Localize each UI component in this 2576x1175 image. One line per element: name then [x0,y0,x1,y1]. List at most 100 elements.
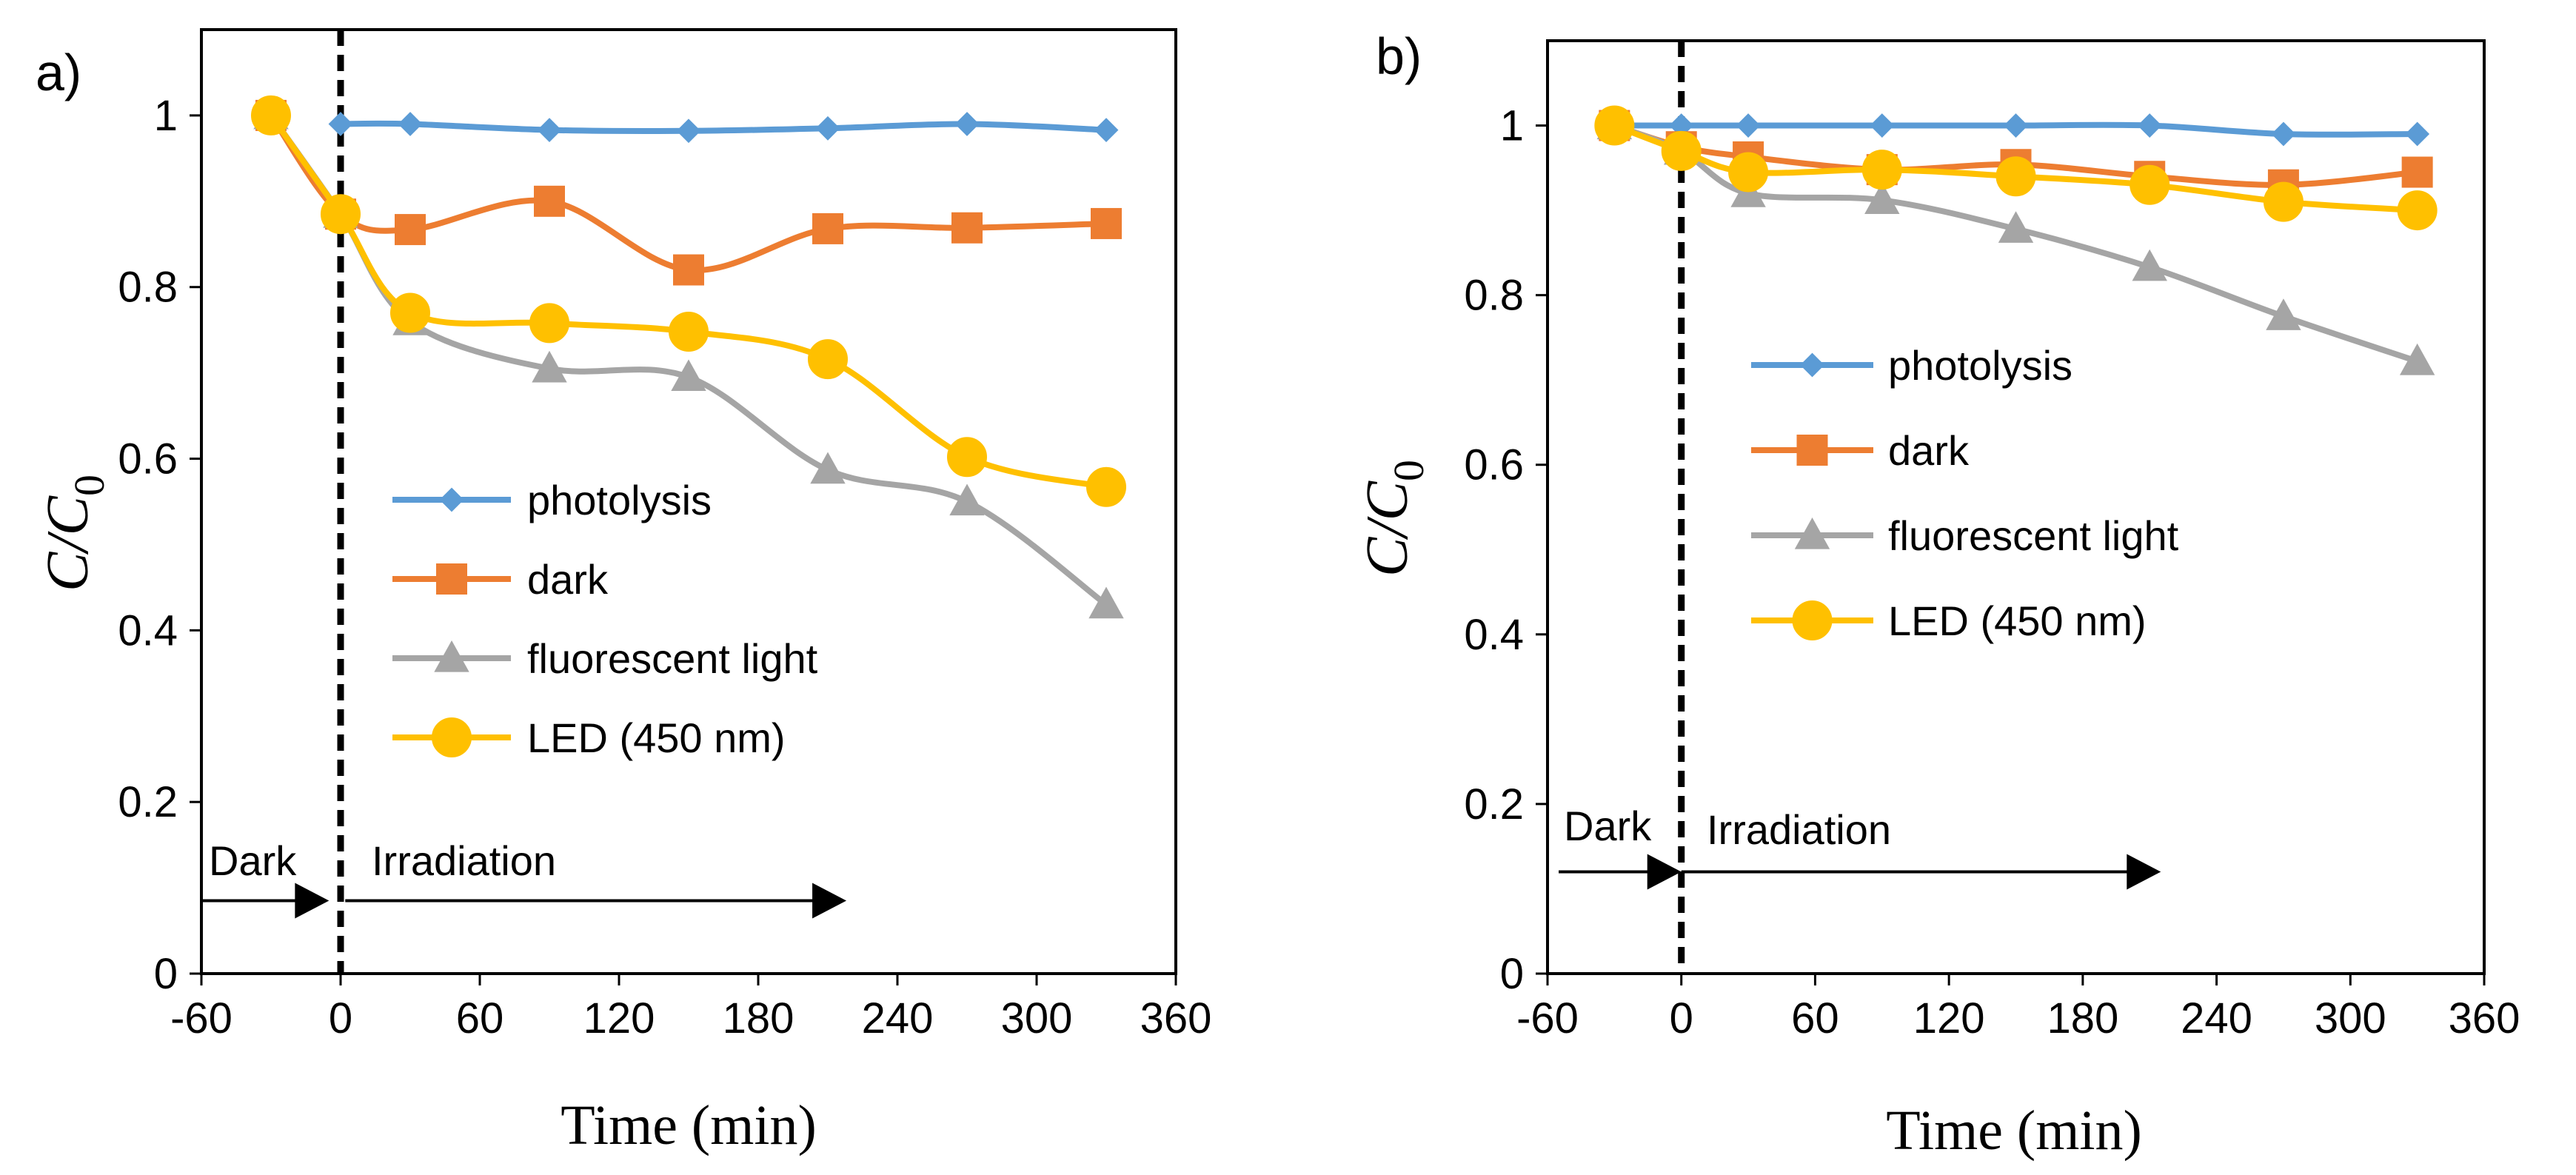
data-point-led-450-nm [2263,181,2304,222]
data-point-photolysis [954,112,980,136]
y-tick-label: 0 [1500,950,1524,998]
data-point-dark [673,254,704,286]
x-tick-label: 60 [1791,994,1839,1042]
data-point-led-450-nm [1594,105,1635,146]
legend-a: photolysis dark fluorescent light LED (450 … [392,477,818,761]
y-tick-label: 0.2 [1464,780,1524,828]
panel-label-a: a) [36,44,81,101]
x-axis-label-b: Time (min) [1886,1099,2142,1162]
x-tick-label: 120 [583,994,655,1042]
data-point-fluorescent-light [1864,182,1900,214]
plot-area-b [1546,39,2486,975]
y-ticks-b: 0 0.2 0.4 0.6 0.8 1 [1464,102,1548,998]
data-point-dark [812,212,843,244]
x-tick-label: -60 [1516,994,1579,1042]
y-axis-label-b: C/C0 [1355,460,1433,577]
legend-swatch-marker-led-450-nm [1792,600,1833,640]
legend-swatch-marker-fluorescent-light [434,640,469,672]
y-axis-label-sub-a: 0 [65,475,113,496]
legend-b: photolysis dark fluorescent light LED (450 … [1751,342,2179,644]
data-point-photolysis [398,112,423,136]
data-point-dark [534,185,565,217]
data-point-fluorescent-light [2132,249,2167,281]
legend-label-photolysis: photolysis [527,477,712,523]
data-point-led-450-nm [669,312,709,352]
legend-swatch-marker-dark [436,563,467,595]
x-ticks-a: -60 0 60 120 180 240 300 360 [170,974,1211,1042]
x-tick-label: 240 [862,994,934,1042]
data-point-led-450-nm [2130,164,2170,205]
data-point-fluorescent-light [2266,298,2301,330]
data-point-led-450-nm [390,292,430,333]
y-tick-label: 0.4 [118,606,178,655]
legend-label-led-450-nm: LED (450 nm) [1888,597,2147,644]
data-point-photolysis [1736,113,1761,138]
data-point-photolysis [328,112,353,136]
dark-label-a: Dark [209,837,297,884]
y-tick-label: 0.6 [118,435,178,483]
y-tick-label: 0.8 [1464,272,1524,320]
series-group-b [1594,105,2438,375]
data-point-fluorescent-light [949,483,985,516]
legend-label-photolysis: photolysis [1888,342,2072,389]
y-tick-label: 0.8 [118,264,178,312]
dark-arrow [1559,854,1682,890]
legend-swatch-marker-dark [1796,435,1828,466]
data-point-photolysis [2004,113,2028,138]
plot-area-a [200,28,1177,975]
data-point-dark [2401,156,2433,188]
legend-label-fluorescent-light: fluorescent light [527,635,818,682]
y-axis-label-a: C/C0 [36,475,113,592]
x-tick-label: -60 [170,994,232,1042]
y-tick-label: 0.6 [1464,441,1524,489]
x-axis-label-a: Time (min) [561,1094,817,1156]
data-point-photolysis [537,118,562,143]
data-point-led-450-nm [1661,130,1702,171]
irradiation-label-a: Irradiation [372,837,556,884]
y-tick-label: 0.2 [118,778,178,826]
data-point-photolysis [676,118,701,144]
dark-arrow-head [1647,854,1682,890]
panel-a: a) -60 0 60 120 180 240 300 360 00.20.40.60.81 … [36,28,1211,1156]
data-point-dark [951,212,983,244]
y-tick-label: 1 [1500,102,1524,150]
data-point-led-450-nm [1995,156,2036,197]
y-axis-label-main-b: C/C [1355,480,1420,577]
data-point-led-450-nm [1728,152,1769,193]
x-tick-label: 180 [2047,994,2118,1042]
data-point-fluorescent-light [1088,586,1124,619]
data-point-photolysis [1870,113,1895,138]
irradiation-label-b: Irradiation [1707,806,1891,853]
x-tick-label: 0 [329,994,352,1042]
irradiation-arrow [345,883,847,919]
y-tick-label: 0 [154,950,178,998]
data-point-led-450-nm [1861,150,1902,190]
x-tick-label: 60 [456,994,504,1042]
x-tick-label: 180 [723,994,794,1042]
x-tick-label: 300 [1001,994,1073,1042]
x-tick-label: 360 [2449,994,2520,1042]
data-point-led-450-nm [251,95,291,135]
legend-swatch-marker-fluorescent-light [1794,517,1830,549]
data-point-dark [395,214,426,246]
x-tick-label: 240 [2181,994,2252,1042]
data-point-led-450-nm [947,437,987,478]
data-point-led-450-nm [808,339,848,380]
x-tick-label: 0 [1670,994,1693,1042]
legend-label-dark: dark [1888,427,1970,474]
dark-label-b: Dark [1564,803,1652,849]
legend-label-led-450-nm: LED (450 nm) [527,714,786,761]
data-point-photolysis [1094,118,1119,143]
x-tick-label: 120 [1913,994,1985,1042]
data-point-photolysis [2271,121,2296,147]
dark-arrow [201,883,329,919]
y-axis-label-main-a: C/C [36,495,101,592]
data-point-led-450-nm [321,194,361,235]
phase-arrows-a [201,883,847,919]
dark-arrow-head [295,883,329,919]
legend-swatch-marker-led-450-nm [432,717,472,757]
irradiation-arrow-head [2127,854,2161,890]
data-point-fluorescent-light [2399,343,2435,375]
y-tick-label: 1 [154,92,178,140]
data-point-photolysis [2137,113,2162,138]
